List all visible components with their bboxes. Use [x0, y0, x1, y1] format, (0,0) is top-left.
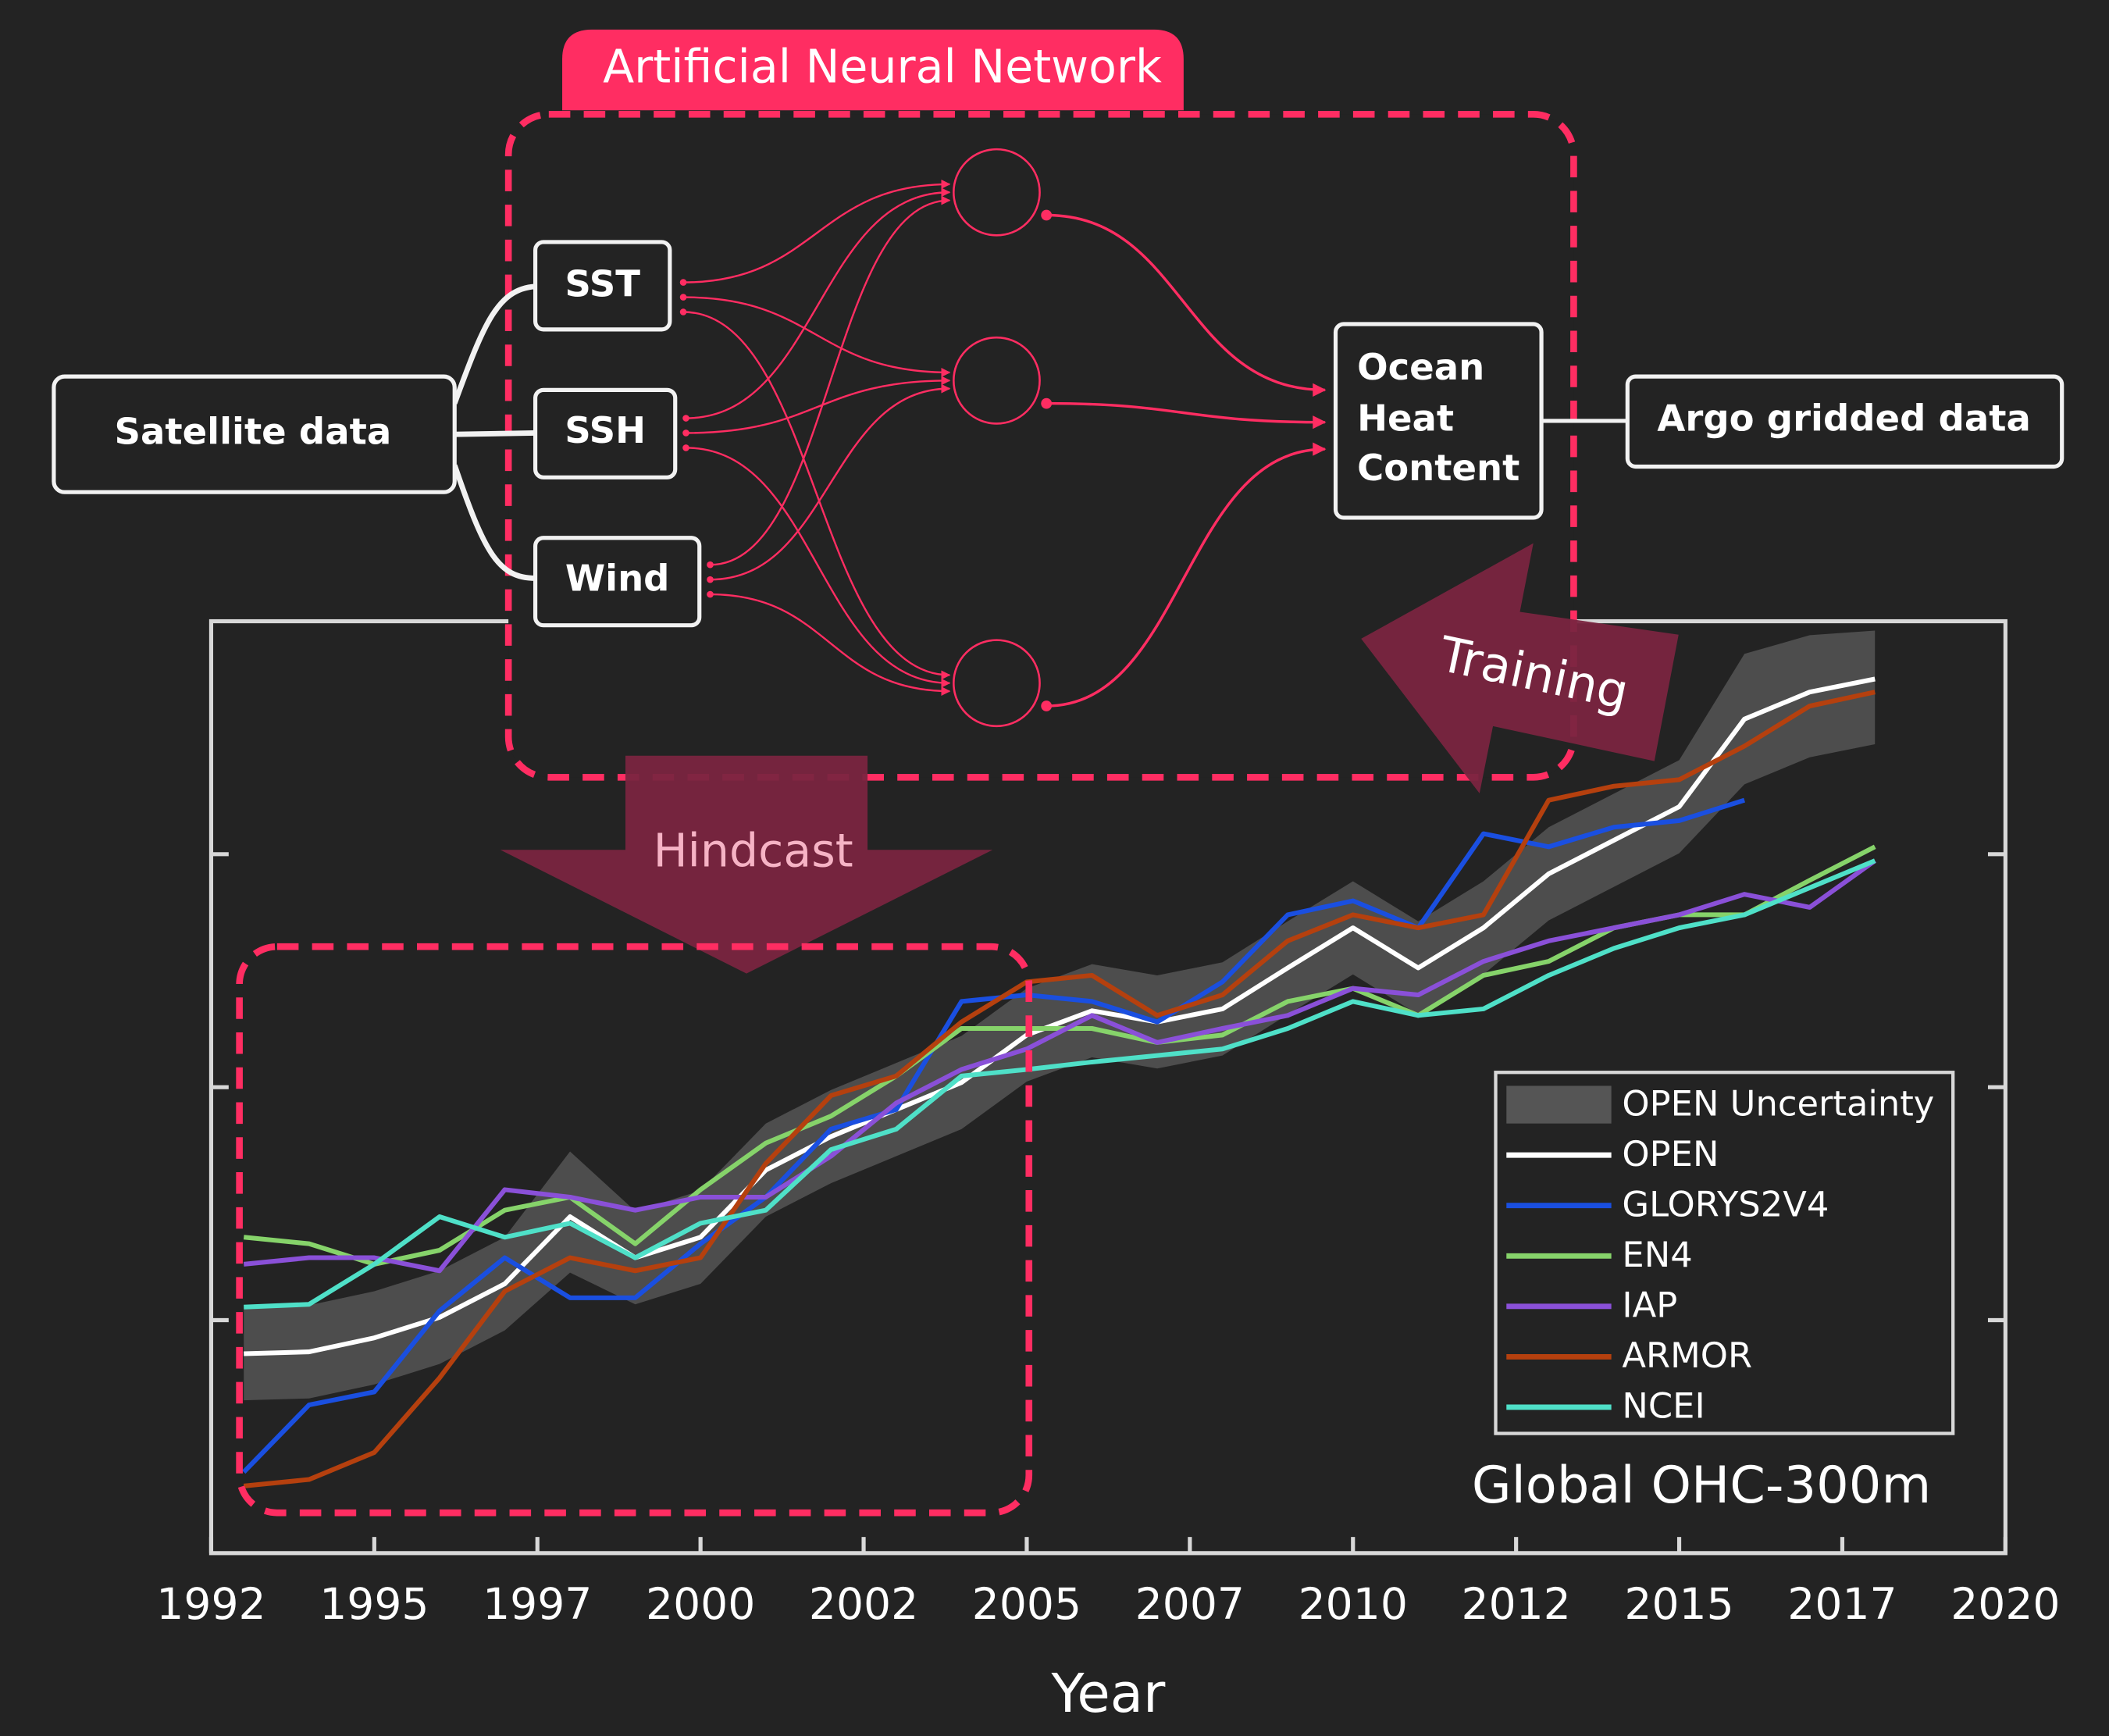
connection-dot: [682, 415, 689, 422]
x-tick-label: 2010: [1299, 1579, 1408, 1629]
x-axis-label: Year: [1050, 1663, 1166, 1725]
connection: [686, 447, 951, 688]
connection-dot: [707, 576, 714, 583]
x-tick-label: 2007: [1135, 1579, 1245, 1629]
input-label: SSH: [565, 409, 646, 451]
series-line: [244, 676, 1876, 1356]
training-arrow: [1361, 543, 1679, 793]
series-line: [243, 858, 1876, 1274]
output-label: Ocean: [1357, 346, 1484, 388]
x-tick-label: 2000: [646, 1579, 755, 1629]
connection-dot: [682, 444, 689, 451]
series-line: [242, 797, 1746, 1474]
output-label: Heat: [1357, 397, 1454, 439]
connection: [683, 311, 951, 680]
series-line: [243, 690, 1876, 1488]
legend-label: ARMOR: [1622, 1335, 1752, 1376]
x-tick-label: 1997: [483, 1579, 592, 1629]
legend-label: OPEN Uncertainty: [1622, 1082, 1934, 1124]
target-label: Argo gridded data: [1657, 397, 2030, 439]
source-label: Satellite data: [114, 411, 391, 453]
input-box: [533, 387, 678, 479]
x-tick-label: 1992: [156, 1579, 265, 1629]
x-tick-label: 2015: [1624, 1579, 1733, 1629]
output-box: [1333, 322, 1544, 520]
legend-label: OPEN: [1622, 1133, 1719, 1175]
source-links: [451, 283, 536, 581]
connection: [683, 179, 951, 283]
legend-box: [1494, 1071, 1955, 1435]
connection-dot: [707, 590, 714, 598]
connection: [686, 187, 951, 419]
connection-dot: [679, 279, 687, 286]
neuron: [953, 148, 1041, 237]
hindcast-box: [236, 943, 1033, 1517]
x-tick-label: 2020: [1950, 1579, 2060, 1629]
connection-dot: [707, 561, 714, 569]
source-box: [52, 374, 457, 494]
ann-box: [504, 111, 1577, 781]
legend-label: NCEI: [1622, 1385, 1705, 1427]
hindcast-label: Hindcast: [654, 825, 853, 878]
x-tick-label: 1995: [319, 1579, 429, 1629]
connection: [710, 593, 951, 697]
connection: [683, 296, 951, 377]
target-box: [1625, 374, 2064, 469]
connection: [1046, 442, 1327, 708]
connection-dot: [679, 308, 687, 315]
neuron: [953, 639, 1041, 728]
x-tick-label: 2017: [1787, 1579, 1897, 1629]
hindcast-arrow: [500, 755, 993, 974]
connection: [710, 195, 951, 566]
diagram: Artificial Neural Network Satellite data…: [52, 29, 2064, 1517]
connection-dot: [682, 430, 689, 437]
input-box: [533, 240, 672, 332]
connection-dot: [679, 294, 687, 301]
series-line: [243, 844, 1876, 1267]
output-label: Content: [1357, 447, 1519, 489]
ann-title: Artificial Neural Network: [603, 41, 1162, 94]
neuron: [953, 336, 1041, 425]
input-label: SST: [565, 262, 640, 305]
connection: [1046, 213, 1327, 397]
chart-title: Global OHC-300m: [1472, 1456, 1931, 1515]
input-label: Wind: [565, 557, 670, 599]
series-line: [244, 858, 1876, 1310]
connection: [1046, 401, 1327, 430]
legend-label: GLORYS2V4: [1622, 1183, 1829, 1224]
connection: [710, 383, 951, 581]
x-tick-label: 2012: [1462, 1579, 1571, 1629]
chart: 1992 1995 1997 2000 2002 2005 2007 2010 2012 2015…: [156, 618, 2061, 1725]
network: [679, 148, 1327, 728]
ann-tab: [562, 29, 1184, 111]
input-box: [533, 536, 702, 628]
legend-label: EN4: [1622, 1234, 1692, 1275]
x-tick-label: 2005: [972, 1579, 1081, 1629]
connection: [686, 376, 951, 434]
legend-label: IAP: [1622, 1285, 1677, 1326]
x-tick-label: 2002: [809, 1579, 918, 1629]
legend-swatch: [1506, 1085, 1612, 1124]
